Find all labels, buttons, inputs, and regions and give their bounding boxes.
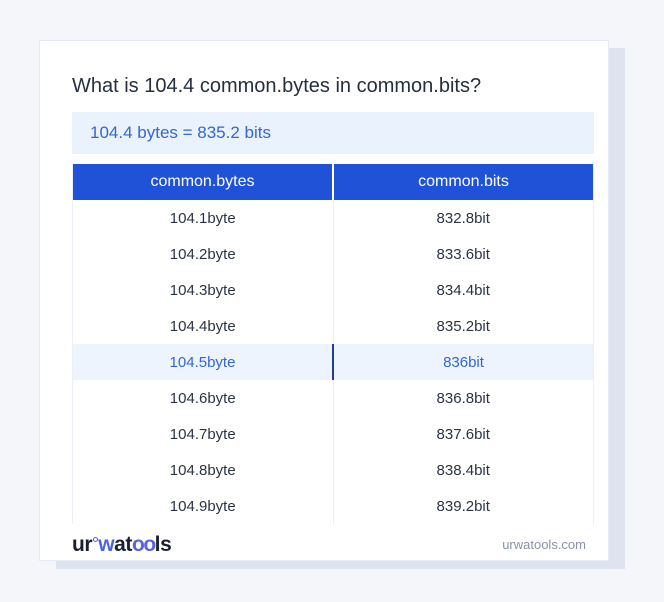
table-row[interactable]: 104.7byte 837.6bit (73, 416, 593, 452)
cell-bits: 836.8bit (333, 380, 593, 416)
table-row[interactable]: 104.1byte 832.8bit (73, 200, 593, 236)
conversion-card: What is 104.4 common.bytes in common.bit… (39, 40, 609, 561)
column-header-bits[interactable]: common.bits (333, 164, 593, 200)
logo-part-w: w (98, 532, 115, 556)
table-row[interactable]: 104.9byte 839.2bit (73, 488, 593, 524)
cell-bits: 838.4bit (333, 452, 593, 488)
cell-bits: 832.8bit (333, 200, 593, 236)
logo-part-ur: ur (72, 532, 93, 556)
page-title: What is 104.4 common.bytes in common.bit… (72, 75, 482, 97)
cell-bits: 835.2bit (333, 308, 593, 344)
cell-bytes: 104.4byte (73, 308, 334, 344)
conversion-table: common.bytes common.bits 104.1byte 832.8b… (73, 164, 593, 524)
table-header-row: common.bytes common.bits (73, 164, 593, 200)
site-url: urwatools.com (502, 536, 586, 552)
cell-bits: 834.4bit (333, 272, 593, 308)
cell-bytes: 104.6byte (73, 380, 334, 416)
cell-bytes: 104.7byte (73, 416, 334, 452)
cell-bits: 836bit (333, 344, 593, 380)
cell-bytes: 104.8byte (73, 452, 334, 488)
conversion-result-text: 104.4 bytes = 835.2 bits (90, 123, 271, 142)
cell-bits: 833.6bit (333, 236, 593, 272)
logo-part-glasses-oo: oo (132, 532, 156, 556)
conversion-result-banner: 104.4 bytes = 835.2 bits (72, 112, 594, 154)
table-row[interactable]: 104.5byte 836bit (73, 344, 593, 380)
cell-bits: 839.2bit (333, 488, 593, 524)
cell-bytes: 104.3byte (73, 272, 334, 308)
column-header-bytes[interactable]: common.bytes (73, 164, 334, 200)
table-row[interactable]: 104.3byte 834.4bit (73, 272, 593, 308)
cell-bits: 837.6bit (333, 416, 593, 452)
cell-bytes: 104.2byte (73, 236, 334, 272)
urwatools-logo[interactable]: ur w at oo ls (72, 532, 172, 556)
conversion-table-wrapper: common.bytes common.bits 104.1byte 832.8b… (72, 164, 594, 524)
table-row[interactable]: 104.6byte 836.8bit (73, 380, 593, 416)
card-footer: ur w at oo ls urwatools.com (72, 528, 586, 560)
table-head: common.bytes common.bits (73, 164, 593, 200)
logo-part-at: at (114, 532, 133, 556)
cell-bytes: 104.5byte (73, 344, 334, 380)
logo-part-ls: ls (154, 532, 172, 556)
table-row[interactable]: 104.4byte 835.2bit (73, 308, 593, 344)
table-row[interactable]: 104.2byte 833.6bit (73, 236, 593, 272)
cell-bytes: 104.9byte (73, 488, 334, 524)
table-body: 104.1byte 832.8bit 104.2byte 833.6bit 104.3b… (73, 200, 593, 524)
small-circle-icon (92, 536, 98, 542)
table-row[interactable]: 104.8byte 838.4bit (73, 452, 593, 488)
cell-bytes: 104.1byte (73, 200, 334, 236)
